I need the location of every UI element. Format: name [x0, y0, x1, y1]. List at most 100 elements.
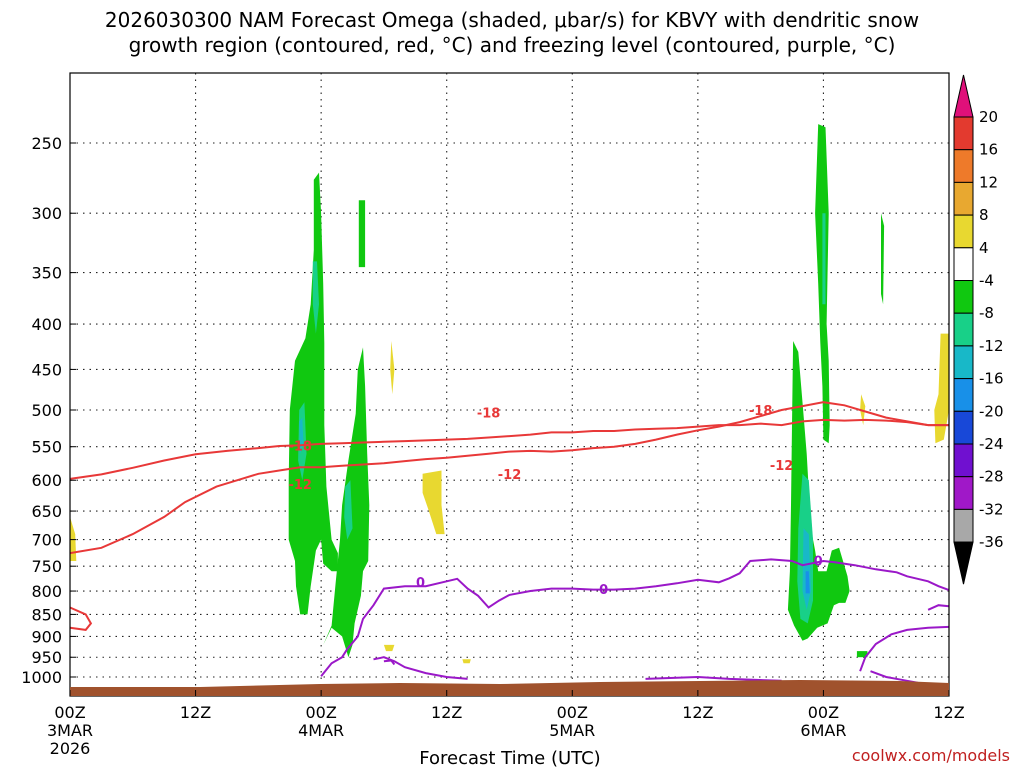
y-tick-label: 750 — [31, 557, 62, 576]
colorbar-label: -32 — [979, 500, 1004, 518]
x-tick-label: 12Z — [431, 703, 462, 722]
credit-text: coolwx.com/models — [852, 746, 1010, 765]
colorbar-swatch — [953, 280, 974, 314]
x-tick-label: 12Z — [682, 703, 713, 722]
contour-label-dgz_minus18: -18 — [749, 404, 773, 419]
y-tick-label: 700 — [31, 531, 62, 550]
colorbar-swatch — [953, 312, 974, 347]
omega-region-green — [881, 213, 885, 305]
chart-title-line2: growth region (contoured, red, °C) and f… — [129, 33, 896, 57]
colorbar-label: 4 — [979, 239, 989, 257]
contour-dgz_minus18 — [69, 401, 949, 555]
y-tick-label: 600 — [31, 471, 62, 490]
x-tick-label: 00Z — [54, 703, 85, 722]
chart-title-line1: 2026030300 NAM Forecast Omega (shaded, μ… — [105, 8, 919, 32]
contour-label-dgz_minus12: -12 — [288, 478, 312, 493]
x-tick-label: 12Z — [933, 703, 964, 722]
colorbar-swatch — [953, 443, 974, 478]
x-tick-label: 00Z — [808, 703, 839, 722]
omega-region-yellow — [383, 644, 395, 652]
colorbar-swatch — [953, 116, 974, 151]
y-tick-label: 550 — [31, 438, 62, 457]
colorbar-label: -24 — [979, 435, 1004, 453]
colorbar-label: 12 — [979, 173, 998, 191]
contour-freezing-fragment — [859, 625, 950, 672]
contour-dgz_minus12 — [69, 418, 949, 480]
ground-surface — [70, 680, 949, 696]
omega-region-green — [856, 651, 868, 658]
omega-region-green — [288, 172, 338, 615]
contour-freezing_0 — [320, 558, 950, 677]
x-tick-label: 12Z — [180, 703, 211, 722]
colorbar-label: -16 — [979, 370, 1004, 388]
x-tick-date: 5MAR — [549, 721, 595, 740]
contour-label-dgz_minus18: -18 — [477, 406, 501, 421]
omega-region-lightblue — [805, 571, 810, 594]
colorbar-label: 20 — [979, 108, 998, 126]
colorbar-label: 16 — [979, 141, 998, 159]
y-tick-label: 450 — [31, 360, 62, 379]
y-tick-label: 650 — [31, 502, 62, 521]
contour-label-dgz_minus12: -12 — [498, 468, 522, 483]
y-tick-label: 300 — [31, 204, 62, 223]
colorbar-swatch — [953, 476, 974, 510]
x-tick-year: 2026 — [50, 739, 91, 758]
y-tick-label: 500 — [31, 401, 62, 420]
contour-label-dgz_minus18: -18 — [288, 439, 312, 454]
omega-region-turquoise — [312, 261, 319, 334]
colorbar-swatch — [953, 378, 974, 412]
colorbar-swatch — [953, 214, 974, 249]
omega-region-green — [358, 200, 366, 268]
colorbar-swatch — [953, 149, 974, 183]
colorbar-swatch — [953, 181, 974, 216]
x-tick-date: 6MAR — [800, 721, 846, 740]
contour-freezing-fragment — [645, 675, 782, 682]
terrain-ground — [70, 680, 949, 696]
contour-dgz-fragment — [69, 606, 93, 631]
colorbar-label: -4 — [979, 272, 994, 290]
y-axis-ticks: 250 300 350 400 450 500 550 600 650 700 750 800 850 9… — [21, 134, 76, 687]
contour-freezing-fragment — [373, 656, 468, 680]
contour-label-freezing_0: 0 — [814, 554, 823, 569]
x-tick-label: 00Z — [557, 703, 588, 722]
x-tick-label: 00Z — [305, 703, 336, 722]
y-tick-label: 350 — [31, 264, 62, 283]
x-axis-label: Forecast Time (UTC) — [419, 748, 600, 768]
omega-region-yellow — [422, 470, 445, 535]
colorbar-label: -20 — [979, 402, 1004, 420]
colorbar-label: -28 — [979, 468, 1004, 486]
omega-shading — [70, 124, 949, 664]
y-tick-label: 800 — [31, 582, 62, 601]
x-tick-date: 4MAR — [298, 721, 344, 740]
colorbar-label: -12 — [979, 337, 1004, 355]
contour-freezing-fragment — [927, 604, 950, 611]
colorbar-swatch — [953, 247, 974, 282]
y-tick-label: 950 — [31, 648, 62, 667]
omega-region-turquoise — [344, 480, 353, 540]
omega-region-yellow — [462, 659, 471, 664]
omega-region-turquoise — [822, 213, 826, 305]
y-tick-label: 1000 — [21, 668, 62, 687]
contour-label-freezing_0: 0 — [599, 583, 608, 598]
contour-freezing-fragment — [383, 659, 396, 666]
contour-label-freezing_0: 0 — [416, 576, 425, 591]
x-tick-date: 3MAR — [47, 721, 93, 740]
colorbar-label: 8 — [979, 206, 989, 224]
omega-region-yellow — [390, 341, 395, 395]
colorbar: 20 16 12 8 4 -4 -8 -12 -16 -20 -24 -28 -32 -36 — [953, 74, 1004, 585]
colorbar-swatch — [953, 508, 974, 543]
colorbar-top-arrow — [953, 74, 974, 118]
colorbar-bottom-arrow — [953, 541, 974, 585]
omega-region-yellow — [70, 516, 77, 561]
omega-region-yellow — [934, 333, 949, 444]
colorbar-label: -36 — [979, 533, 1004, 551]
y-tick-label: 900 — [31, 627, 62, 646]
contour-lines: -18 -18 -18 -12 -12 -12 0 0 0 — [69, 401, 950, 684]
colorbar-swatch — [953, 345, 974, 380]
colorbar-swatch — [953, 410, 974, 445]
colorbar-label: -8 — [979, 304, 994, 322]
y-tick-label: 850 — [31, 605, 62, 624]
contour-label-dgz_minus12: -12 — [770, 459, 794, 474]
